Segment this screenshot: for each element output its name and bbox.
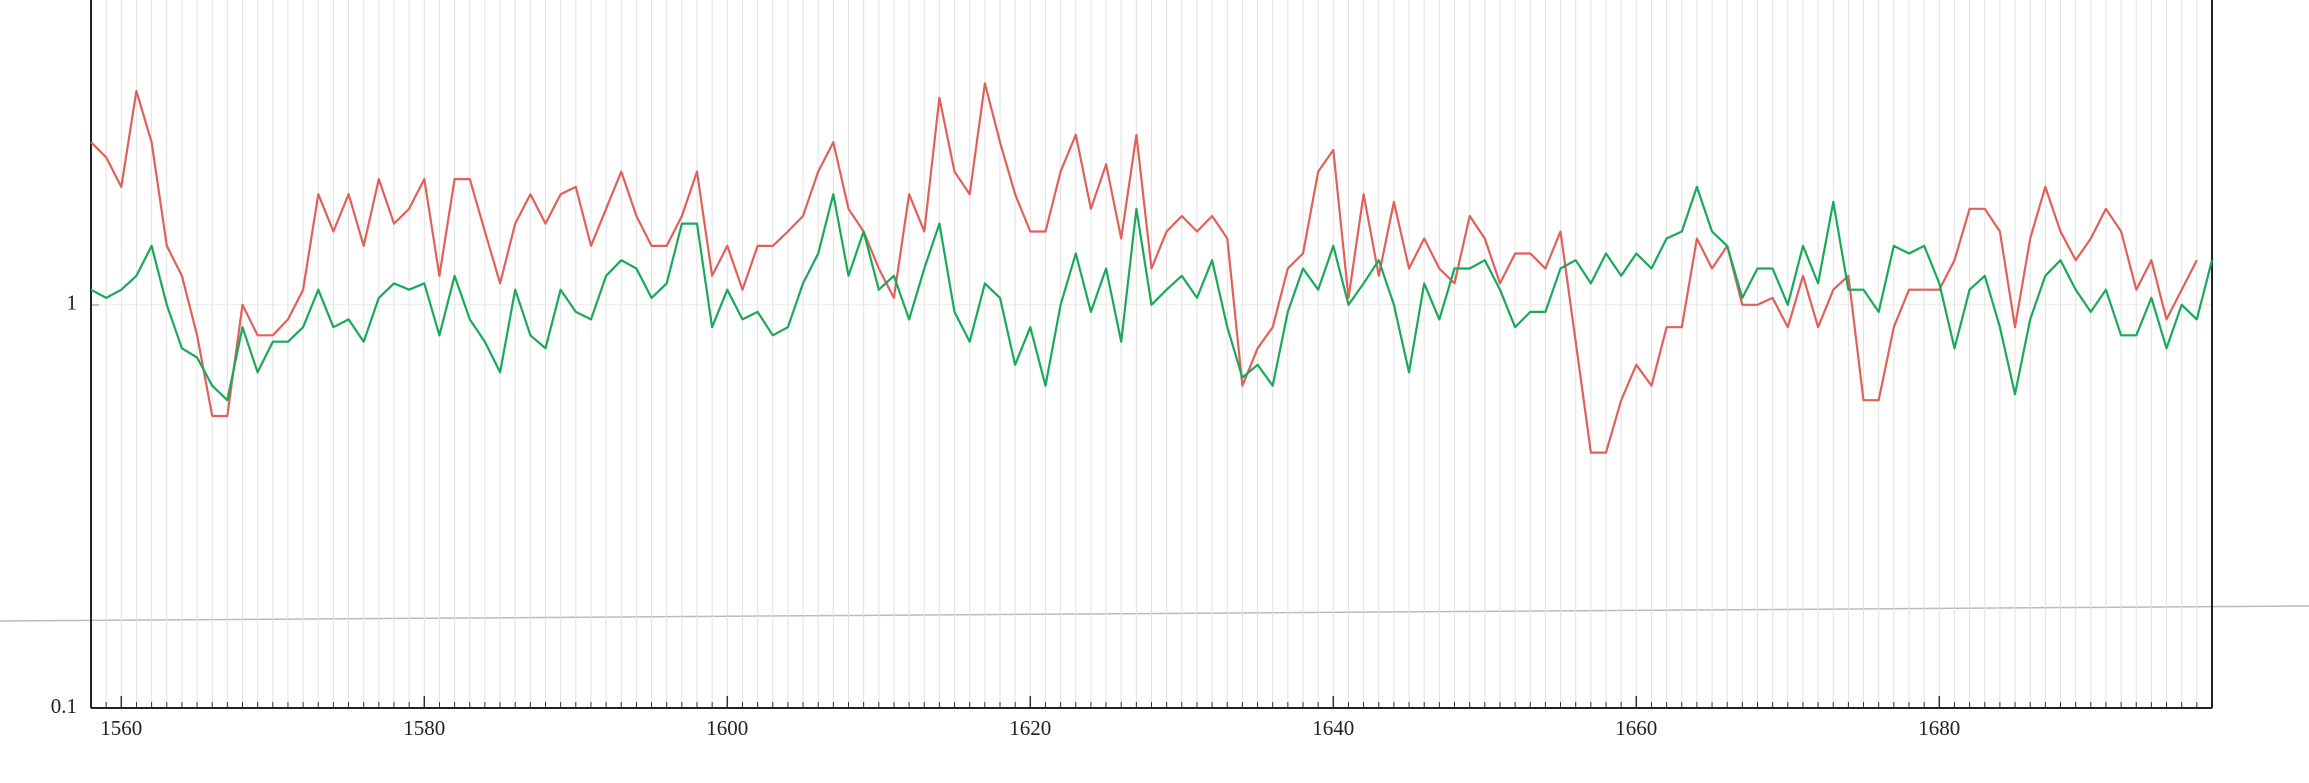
x-tick-label: 1660 [1615, 716, 1657, 740]
y-tick-label: 0.1 [51, 694, 77, 718]
series-line [90, 185, 2214, 402]
x-tick-label: 1640 [1312, 716, 1354, 740]
y-tick-label: 1 [67, 291, 78, 315]
x-tick-label: 1600 [706, 716, 748, 740]
x-tick-label: 1620 [1009, 716, 1051, 740]
x-tick-label: 1560 [100, 716, 142, 740]
scan-artifact [0, 605, 2309, 622]
series-line [90, 82, 2198, 454]
x-tick-label: 1680 [1918, 716, 1960, 740]
x-tick-label: 1580 [403, 716, 445, 740]
